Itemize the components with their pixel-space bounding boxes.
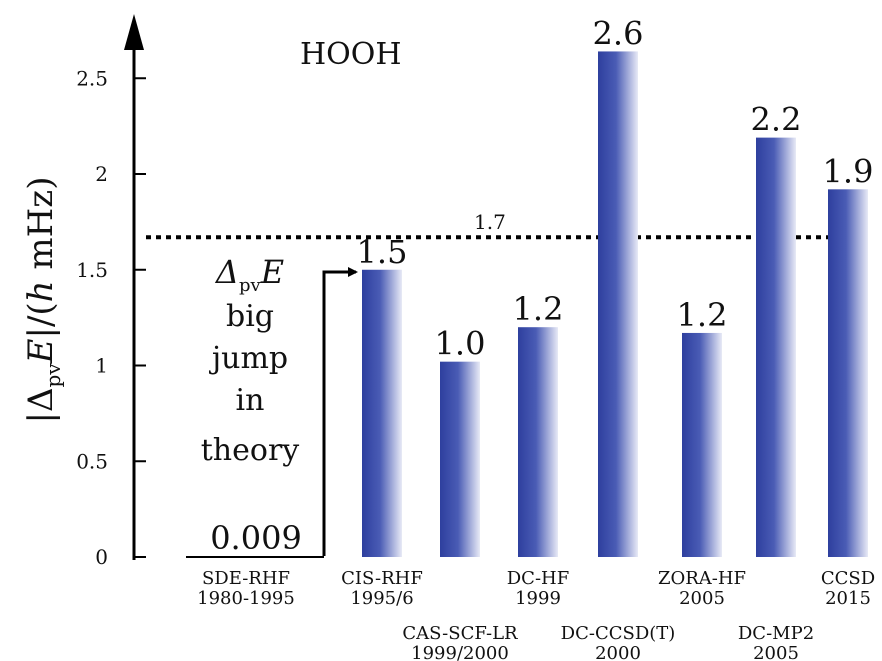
ylabel-delta: Δ bbox=[21, 387, 61, 412]
bars-group: 0.009 1.5 1.0 1.2 2.6 1.2 2.2 1.9 bbox=[186, 14, 874, 558]
bar-value-label: 1.9 bbox=[823, 152, 874, 190]
y-tick-label: 2.5 bbox=[76, 66, 108, 90]
y-tick-label: 0.5 bbox=[76, 449, 108, 473]
bar-value-label: 0.009 bbox=[210, 519, 302, 557]
annotation-line-3: in bbox=[236, 383, 265, 418]
bar bbox=[682, 332, 722, 557]
chart-title: HOOH bbox=[300, 37, 402, 72]
x-category-years: 1995/6 bbox=[350, 588, 413, 609]
annotation-line-2: jump bbox=[209, 341, 288, 376]
x-category-method: CCSD bbox=[821, 568, 875, 589]
x-category-years: 1980-1995 bbox=[197, 588, 295, 609]
jump-arrow bbox=[322, 267, 358, 556]
y-tick-label: 1.5 bbox=[76, 258, 108, 282]
y-tick-label: 2 bbox=[95, 162, 108, 186]
bar bbox=[598, 51, 638, 557]
ylabel-rest: |/( bbox=[21, 302, 61, 338]
x-category-years: 1999/2000 bbox=[411, 643, 509, 661]
bar bbox=[756, 137, 796, 558]
bar-value-label: 2.6 bbox=[593, 14, 644, 52]
bar-value-label: 1.5 bbox=[357, 233, 408, 271]
ylabel-bar-open: | bbox=[21, 412, 61, 423]
x-category-years: 2005 bbox=[679, 588, 725, 609]
annotation-delta: Δ bbox=[214, 253, 239, 291]
x-category-method: SDE-RHF bbox=[202, 568, 290, 589]
ylabel-sub: pv bbox=[41, 363, 65, 388]
x-category-years: 2005 bbox=[753, 643, 799, 661]
annotation-e: E bbox=[260, 253, 284, 291]
ylabel-unit: mHz) bbox=[21, 177, 61, 281]
annotation-group: ΔpvE big jump in theory bbox=[201, 253, 358, 556]
ylabel-h: h bbox=[21, 280, 61, 302]
x-category-method: DC-MP2 bbox=[738, 623, 814, 644]
annotation-symbol: ΔpvE bbox=[214, 253, 284, 296]
annotation-subscript: pv bbox=[239, 275, 262, 296]
y-tick-group: 0 0.5 1 1.5 2 2.5 bbox=[76, 66, 146, 569]
x-category-years: 2015 bbox=[825, 588, 871, 609]
x-category-method: ZORA-HF bbox=[658, 568, 746, 589]
annotation-line-4: theory bbox=[201, 433, 300, 468]
y-tick-label: 0 bbox=[95, 545, 108, 569]
y-axis-arrowhead bbox=[124, 14, 144, 50]
x-category-method: DC-HF bbox=[507, 568, 569, 589]
bar bbox=[362, 269, 402, 557]
annotation-line-1: big bbox=[226, 299, 274, 334]
bar bbox=[440, 361, 480, 557]
bar-value-label: 1.2 bbox=[677, 296, 728, 334]
x-category-years: 1999 bbox=[515, 588, 561, 609]
ylabel-e: E bbox=[21, 338, 61, 364]
x-category-years: 2000 bbox=[595, 643, 641, 661]
bar bbox=[518, 327, 558, 557]
x-category-method: DC-CCSD(T) bbox=[561, 623, 676, 644]
reference-line-label: 1.7 bbox=[474, 210, 506, 234]
x-category-method: CAS-SCF-LR bbox=[402, 623, 518, 644]
bar-value-label: 1.2 bbox=[513, 290, 564, 328]
y-tick-label: 1 bbox=[95, 354, 108, 378]
bar bbox=[828, 189, 868, 557]
x-category-method: CIS-RHF bbox=[341, 568, 423, 589]
x-labels-group: SDE-RHF1980-1995CIS-RHF1995/6CAS-SCF-LR1… bbox=[197, 568, 875, 661]
y-axis-label: |ΔpvE|/(h mHz) bbox=[21, 177, 65, 424]
bar-value-label: 1.0 bbox=[435, 325, 486, 363]
y-axis-label-text: |ΔpvE|/(h mHz) bbox=[21, 177, 65, 424]
bar-value-label: 2.2 bbox=[751, 101, 802, 139]
